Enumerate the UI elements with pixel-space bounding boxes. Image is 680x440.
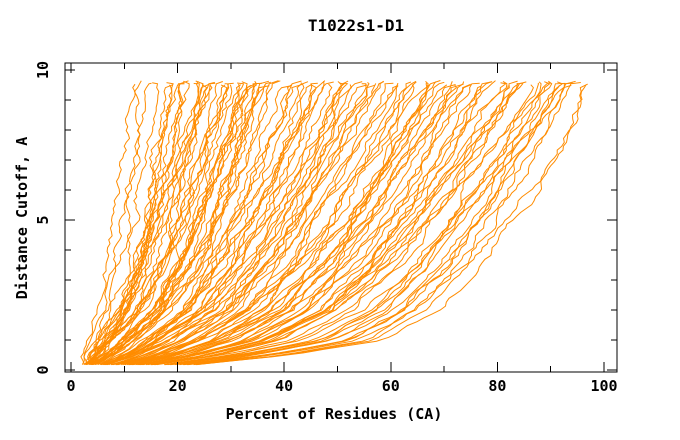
- model-curve: [88, 83, 209, 365]
- x-tick-label: 100: [590, 377, 617, 395]
- model-curve: [100, 83, 303, 366]
- model-curve: [115, 82, 349, 366]
- model-curve: [128, 84, 448, 366]
- model-curve: [90, 83, 240, 366]
- model-curve: [154, 81, 527, 366]
- model-curve: [132, 81, 465, 366]
- model-curve: [150, 82, 507, 366]
- model-curve: [91, 85, 270, 366]
- model-curve: [100, 82, 318, 366]
- model-curve: [195, 83, 588, 366]
- model-curve: [89, 80, 190, 365]
- model-curve: [188, 82, 573, 366]
- model-curve: [107, 82, 370, 366]
- model-curve: [184, 84, 572, 366]
- model-curve: [196, 84, 587, 366]
- model-curves-layer: [80, 80, 588, 366]
- model-curve: [193, 82, 581, 366]
- model-curve: [167, 81, 551, 366]
- model-curve: [186, 80, 576, 366]
- model-curve: [111, 80, 384, 366]
- model-curve: [179, 81, 564, 366]
- model-curve: [121, 81, 417, 366]
- tick-labels-layer: 0 20 40 60 80 100 0 5 10: [34, 61, 618, 395]
- model-curve: [92, 85, 248, 366]
- model-curve: [138, 84, 458, 366]
- model-curve: [97, 80, 270, 365]
- model-curve: [90, 84, 258, 366]
- chart-title: T1022s1-D1: [308, 16, 404, 35]
- model-curve: [80, 83, 136, 365]
- model-curve: [103, 80, 326, 366]
- model-curve: [142, 83, 471, 366]
- x-tick-label: 60: [382, 377, 400, 395]
- model-curve: [85, 84, 241, 365]
- model-curve: [83, 84, 233, 366]
- model-curve: [135, 84, 456, 366]
- model-curve: [116, 84, 375, 366]
- model-curve: [108, 84, 368, 366]
- model-curve: [106, 80, 349, 366]
- model-curve: [85, 83, 230, 365]
- y-tick-label: 0: [34, 365, 52, 374]
- axis-ticks-layer: [65, 63, 617, 372]
- x-tick-label: 20: [169, 377, 187, 395]
- model-curve: [104, 80, 302, 366]
- model-curve: [105, 81, 309, 366]
- x-axis-label: Percent of Residues (CA): [226, 405, 443, 423]
- model-curve: [126, 84, 431, 366]
- model-curve: [102, 81, 325, 366]
- model-curve: [170, 80, 553, 366]
- model-curve: [164, 84, 534, 366]
- model-curve: [130, 84, 415, 366]
- model-curve: [131, 80, 441, 366]
- model-curve: [81, 84, 173, 365]
- model-curve: [164, 81, 542, 366]
- model-curve: [85, 81, 223, 366]
- model-curve: [153, 80, 518, 366]
- model-curve: [92, 80, 279, 366]
- model-curve: [112, 81, 385, 366]
- y-tick-label: 5: [34, 215, 52, 224]
- y-axis-label: Distance Cutoff, A: [13, 137, 31, 300]
- model-curve: [110, 81, 342, 366]
- model-curve: [152, 82, 520, 366]
- model-curve: [90, 80, 204, 366]
- model-curve: [97, 80, 281, 366]
- model-curve: [91, 84, 173, 365]
- x-tick-label: 0: [66, 377, 75, 395]
- model-curve: [145, 80, 496, 366]
- model-curve: [117, 85, 398, 366]
- y-tick-label: 10: [34, 61, 52, 79]
- plot-frame: [64, 62, 618, 373]
- model-curve: [124, 82, 399, 366]
- model-curve: [169, 81, 551, 366]
- model-curve: [132, 83, 464, 366]
- model-curve: [165, 82, 540, 366]
- x-tick-label: 40: [275, 377, 293, 395]
- model-curve: [87, 82, 152, 365]
- model-curve: [95, 84, 252, 365]
- x-tick-label: 80: [488, 377, 506, 395]
